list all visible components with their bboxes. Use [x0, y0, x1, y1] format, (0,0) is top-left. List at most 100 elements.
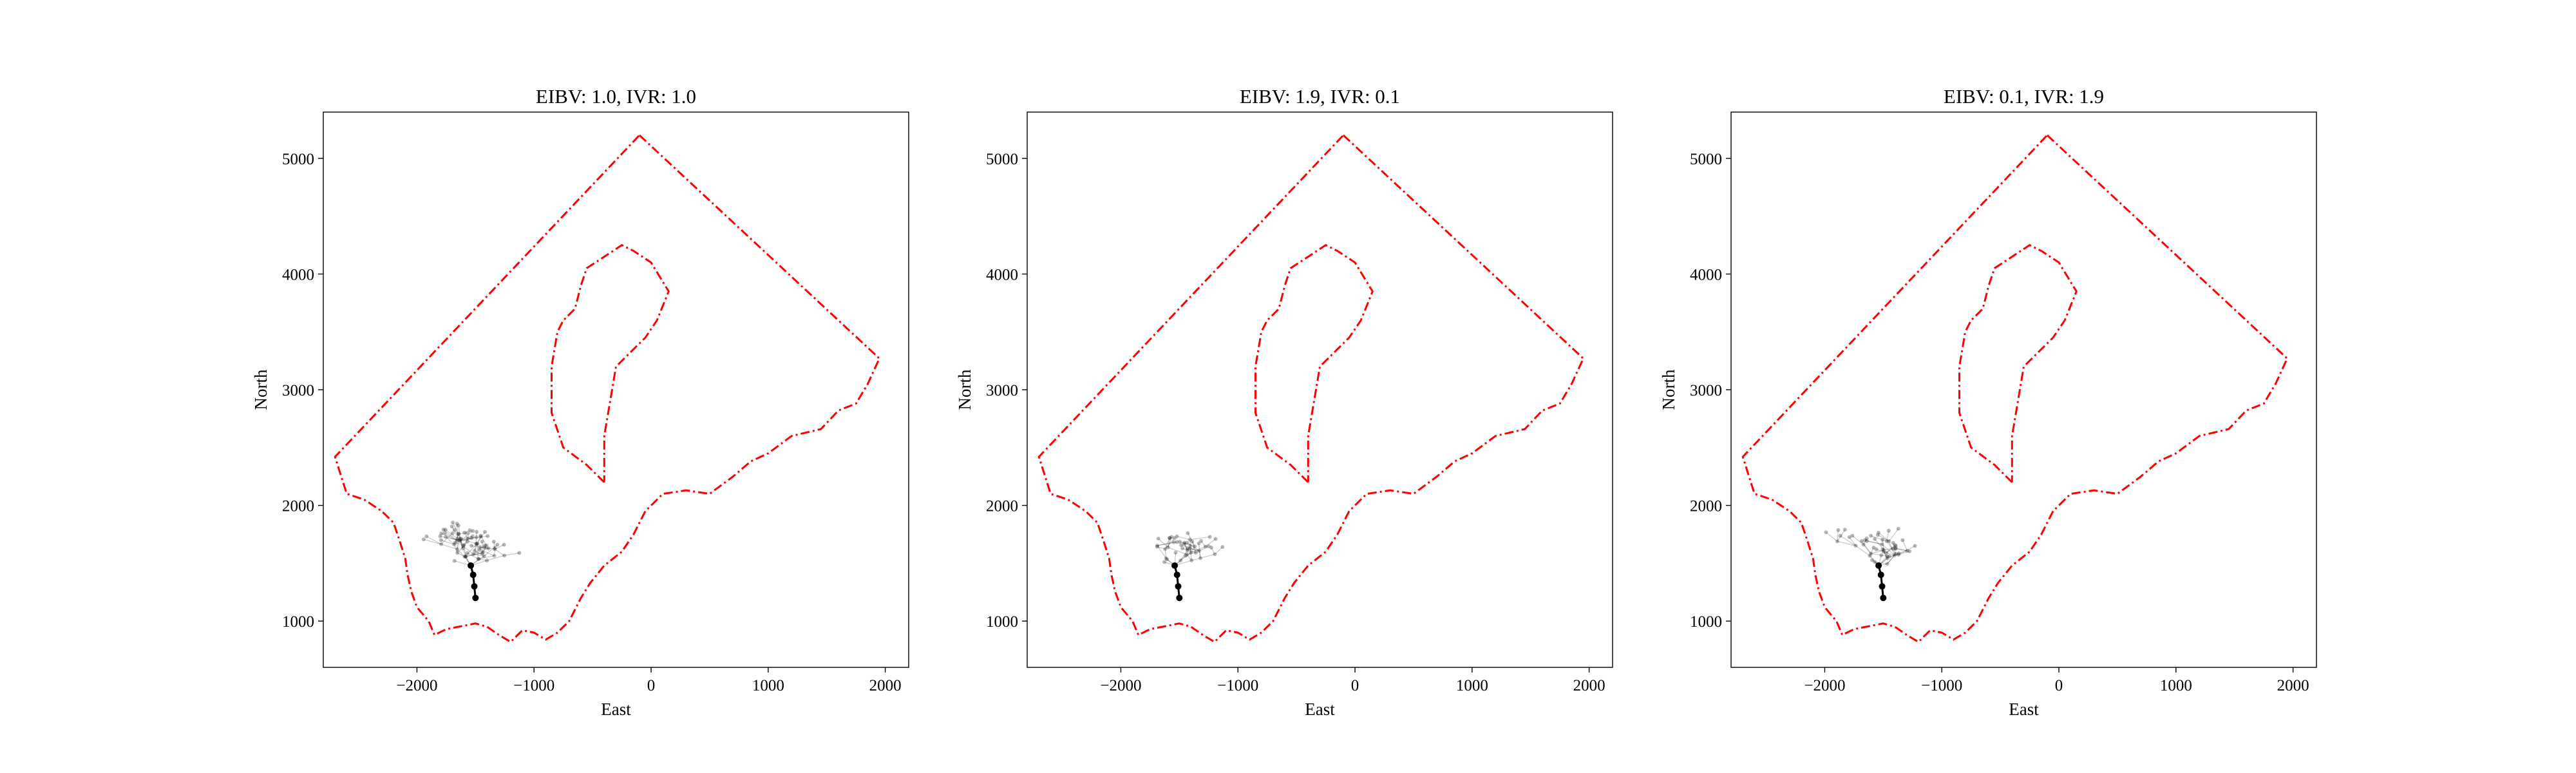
tree-branch — [1874, 539, 1884, 551]
tree-node — [457, 538, 461, 542]
tree-branch — [1179, 541, 1195, 547]
tree-node — [1199, 539, 1204, 543]
tree-node — [1163, 547, 1168, 551]
tree-node — [1186, 531, 1190, 535]
tree-node — [1908, 549, 1912, 553]
tree-node — [476, 557, 480, 561]
tree-node — [491, 539, 496, 544]
tree-branch — [473, 545, 485, 555]
tree-node — [1182, 540, 1186, 545]
y-tick-label: 4000 — [282, 266, 314, 283]
tree-node — [455, 539, 459, 543]
tree-node — [1887, 539, 1891, 544]
tree-branch — [1870, 549, 1884, 554]
tree-branch — [493, 541, 495, 549]
tree-node — [455, 551, 460, 555]
tree-branch — [457, 541, 468, 553]
tree-branch — [1849, 537, 1857, 546]
tree-branch — [1886, 530, 1889, 542]
tree-node — [443, 528, 448, 532]
tree-branch — [462, 546, 474, 555]
tree-branch — [1898, 551, 1910, 555]
tree-branch — [457, 538, 465, 546]
tree-node — [493, 547, 497, 551]
tree-branch — [464, 538, 468, 546]
tree-node — [1168, 536, 1172, 540]
tree-node — [442, 531, 447, 535]
tree-branch — [1882, 544, 1895, 556]
tree-node — [1171, 540, 1176, 544]
tree-branch — [459, 535, 473, 541]
inner-boundary-line — [1255, 243, 1374, 483]
tree-node — [517, 551, 522, 555]
axes-frame — [323, 111, 909, 668]
tree-node — [1868, 553, 1872, 558]
tree-branch — [1186, 552, 1197, 555]
tree-branch — [1189, 539, 1191, 553]
tree-branch — [1876, 549, 1887, 553]
y-tick-label: 5000 — [1690, 151, 1722, 168]
tree-branch — [1187, 548, 1200, 551]
tree-node — [439, 531, 444, 536]
tree-node — [1197, 548, 1202, 553]
tree-node — [464, 555, 468, 559]
tree-node — [486, 534, 490, 539]
candidate-tree — [1824, 526, 1917, 566]
tree-branch — [1180, 549, 1188, 561]
tree-node — [475, 530, 479, 534]
tree-node — [465, 539, 469, 544]
tree-branch — [1886, 552, 1895, 556]
tree-branch — [473, 553, 484, 557]
tree-node — [475, 541, 480, 546]
tree-node — [1155, 543, 1159, 548]
tree-branch — [1855, 545, 1870, 557]
y-tick-label: 5000 — [282, 151, 314, 168]
tree-node — [1859, 539, 1864, 543]
tree-node — [463, 554, 468, 558]
tree-branch — [474, 550, 485, 557]
tree-node — [1188, 537, 1192, 542]
tree-branch — [1157, 546, 1166, 549]
tree-node — [1871, 546, 1876, 550]
tree-node — [1862, 538, 1867, 542]
tree-branch — [453, 533, 459, 545]
tree-node — [1869, 533, 1873, 538]
tree-branch — [1164, 537, 1175, 549]
tree-branch — [1837, 529, 1846, 542]
tree-branch — [478, 558, 488, 561]
tree-branch — [486, 555, 505, 561]
tree-branch — [1888, 528, 1899, 542]
tree-node — [455, 521, 459, 526]
tree-branch — [1186, 542, 1200, 551]
x-tick-label: −1000 — [513, 677, 554, 694]
tree-branch — [465, 552, 483, 557]
tree-node — [1178, 540, 1182, 544]
tree-node — [478, 545, 482, 549]
tree-branch — [473, 548, 489, 555]
x-axis-label: East — [601, 700, 631, 719]
tree-branch — [1157, 545, 1167, 559]
tree-branch — [456, 523, 459, 539]
tree-branch — [1200, 540, 1206, 547]
tree-node — [1875, 533, 1880, 537]
tree-branch — [1182, 548, 1197, 553]
subplot-3: EIBV: 0.1, IVR: 1.9 −2000 −1000 0 1000 2000 10… — [1659, 85, 2317, 719]
tree-branch — [1189, 548, 1192, 561]
tree-branch — [458, 525, 461, 539]
tree-branch — [1164, 537, 1170, 549]
tree-node — [1885, 554, 1889, 558]
tree-branch — [459, 540, 464, 549]
tree-node — [1172, 536, 1177, 540]
tree-node — [444, 535, 448, 539]
tree-node — [1885, 556, 1889, 560]
tree-node — [1900, 538, 1905, 542]
tree-node — [424, 534, 429, 539]
tree-branch — [1889, 554, 1899, 557]
tree-branch — [460, 537, 472, 542]
tree-node — [461, 544, 466, 548]
tree-branch — [484, 544, 498, 557]
tree-node — [480, 550, 485, 555]
tree-node — [458, 539, 462, 543]
tree-branch — [1158, 538, 1169, 548]
